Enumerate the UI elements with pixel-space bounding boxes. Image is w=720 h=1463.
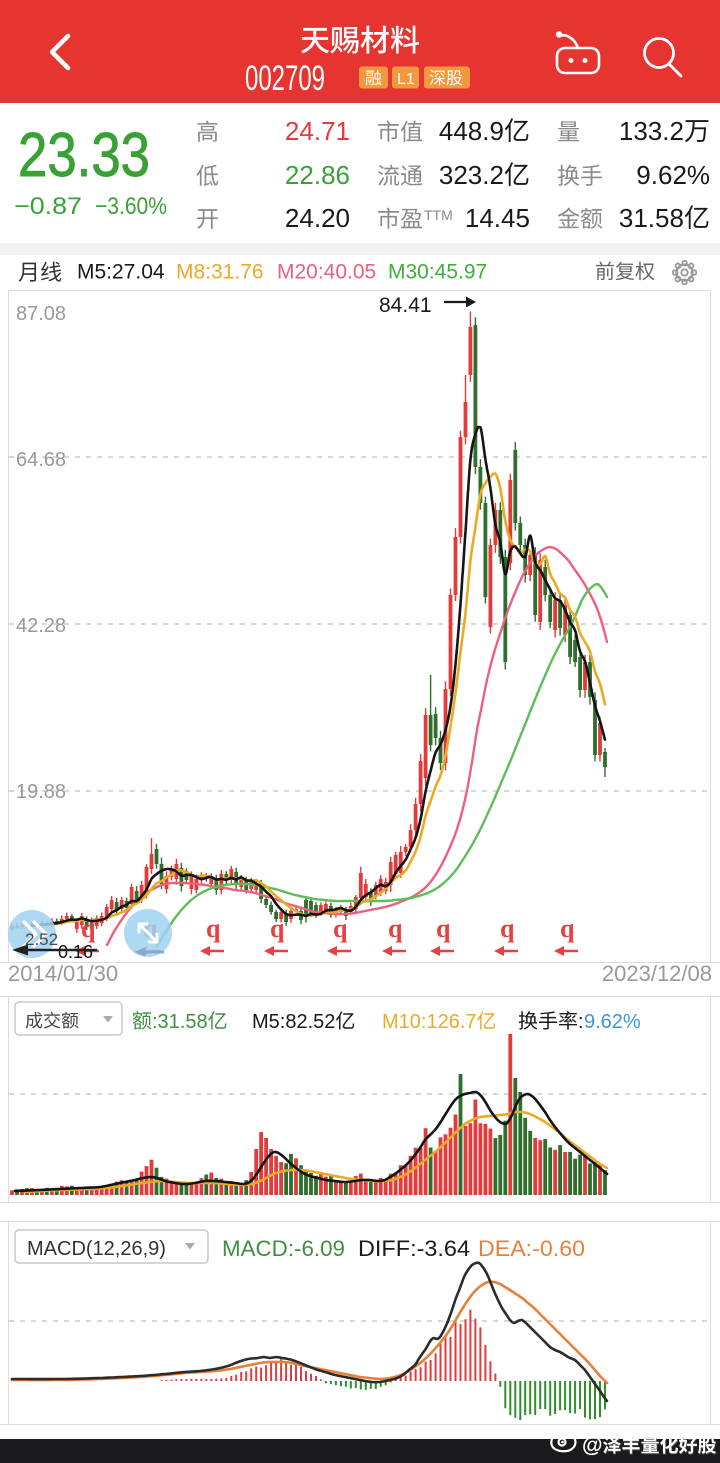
svg-text:M5:27.04: M5:27.04: [77, 261, 165, 284]
svg-text:MACD(12,26,9): MACD(12,26,9): [27, 1238, 166, 1260]
svg-text:24.20: 24.20: [285, 203, 350, 233]
svg-text:31.58: 31.58: [619, 203, 684, 233]
svg-text:23.33: 23.33: [18, 121, 150, 190]
svg-text:133.2: 133.2: [619, 116, 684, 146]
svg-text:q: q: [388, 914, 403, 943]
svg-text:q: q: [560, 914, 575, 943]
svg-text:M30:45.97: M30:45.97: [388, 261, 487, 284]
svg-text:64.68: 64.68: [16, 449, 66, 471]
svg-text:14.45: 14.45: [465, 203, 530, 233]
svg-text:448.9: 448.9: [439, 116, 504, 146]
svg-text:TTM: TTM: [424, 207, 453, 223]
svg-text:q: q: [333, 914, 348, 943]
svg-text:2014/01/30: 2014/01/30: [8, 961, 118, 986]
svg-text::31.58: :31.58: [152, 1011, 208, 1033]
svg-text:@: @: [582, 1434, 602, 1457]
svg-text:87.08: 87.08: [16, 303, 66, 325]
svg-text:q: q: [270, 914, 285, 943]
svg-text:DIFF:-3.64: DIFF:-3.64: [358, 1236, 470, 1261]
svg-text::: :: [578, 1011, 584, 1033]
svg-text:q: q: [206, 914, 221, 943]
svg-text:9.62%: 9.62%: [584, 1011, 641, 1033]
svg-text:84.41: 84.41: [379, 294, 432, 317]
svg-text:2.52: 2.52: [25, 930, 58, 949]
svg-text:0.16: 0.16: [58, 942, 93, 962]
svg-text:002709: 002709: [245, 59, 325, 98]
svg-text:q: q: [81, 914, 96, 943]
svg-text:M20:40.05: M20:40.05: [277, 261, 376, 284]
svg-text:−0.87: −0.87: [14, 193, 82, 220]
svg-text:M5:82.52: M5:82.52: [252, 1011, 335, 1033]
svg-text:q: q: [500, 914, 515, 943]
svg-text:2023/12/08: 2023/12/08: [602, 961, 712, 986]
svg-text:22.86: 22.86: [285, 160, 350, 190]
svg-text:19.88: 19.88: [16, 781, 66, 803]
svg-text:M10:126.7: M10:126.7: [382, 1011, 477, 1033]
svg-text:−3.60%: −3.60%: [95, 193, 167, 220]
svg-text:@: @: [582, 1435, 602, 1458]
svg-text:MACD:-6.09: MACD:-6.09: [222, 1236, 345, 1261]
svg-text:42.28: 42.28: [16, 615, 66, 637]
svg-text:9.62%: 9.62%: [636, 160, 710, 190]
svg-text:DEA:-0.60: DEA:-0.60: [478, 1236, 585, 1261]
svg-text:323.2: 323.2: [439, 160, 504, 190]
svg-text:M8:31.76: M8:31.76: [176, 261, 264, 284]
svg-text:q: q: [436, 914, 451, 943]
svg-text:L1: L1: [397, 71, 415, 88]
svg-text:24.71: 24.71: [285, 116, 350, 146]
